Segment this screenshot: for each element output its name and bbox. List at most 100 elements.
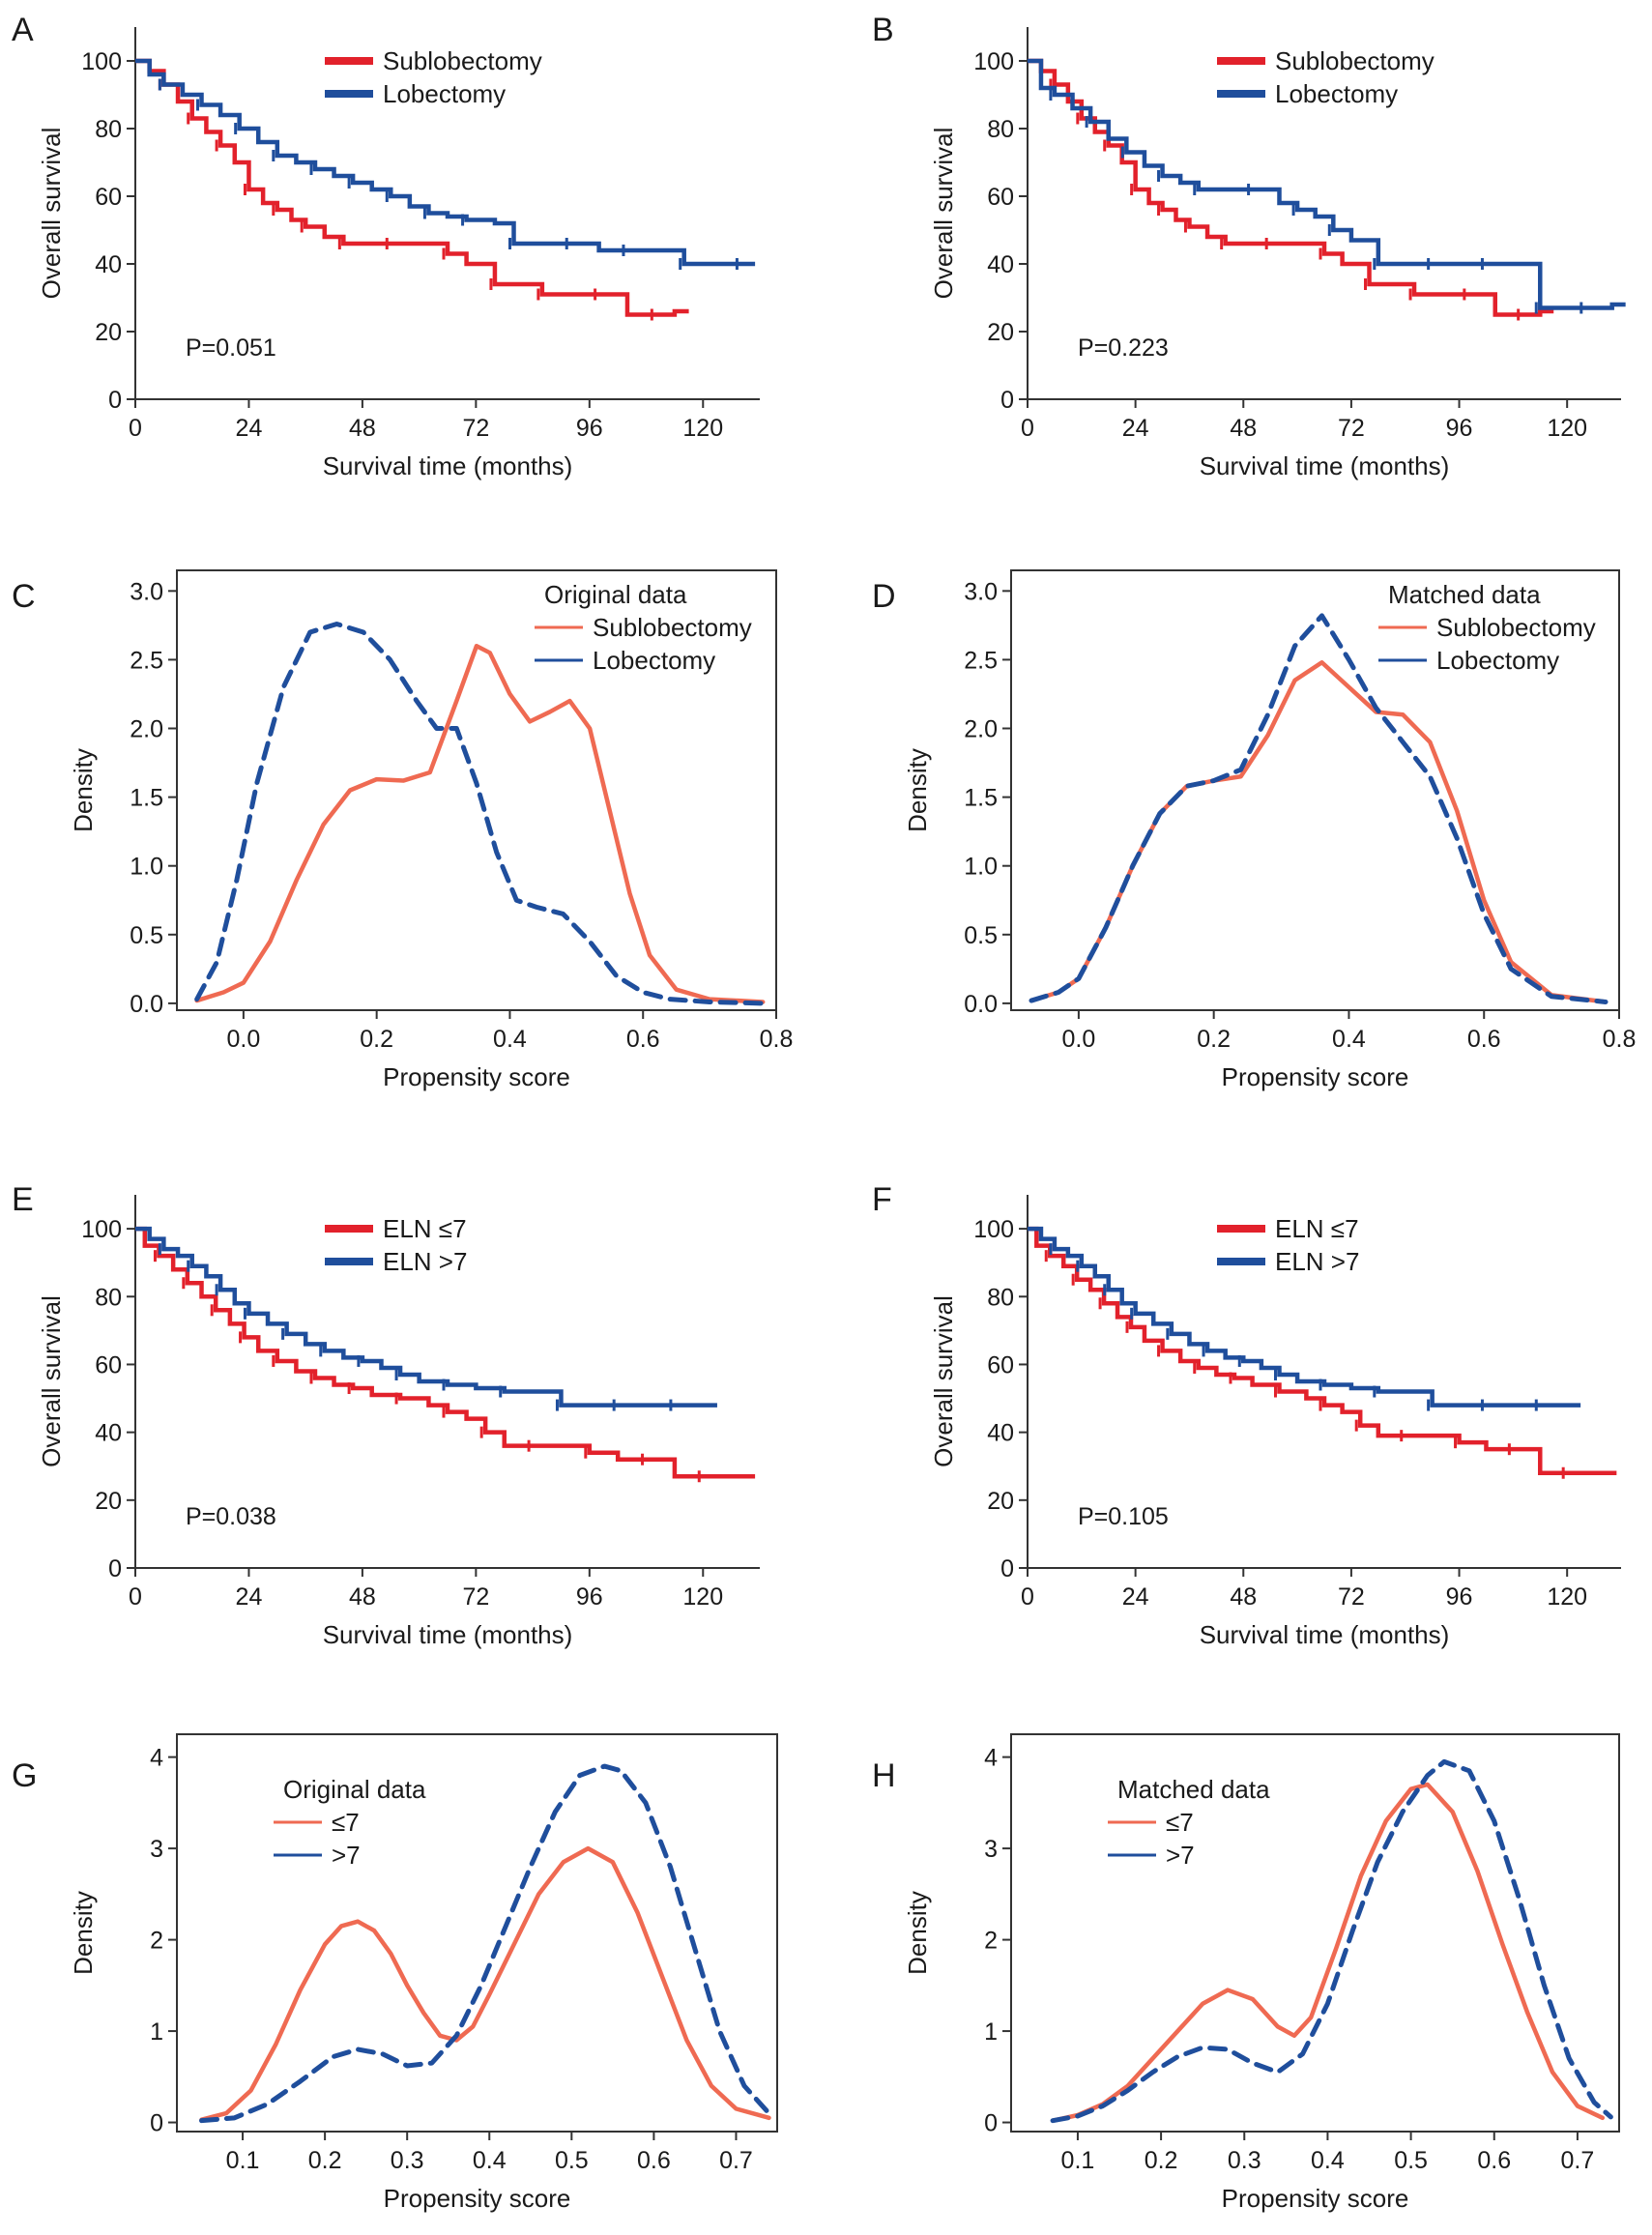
- y-axis-title: Density: [69, 1891, 98, 1975]
- x-tick-label: 0.4: [493, 1026, 527, 1053]
- panel-letter: D: [872, 578, 896, 615]
- x-tick-label: 0.2: [1145, 2147, 1178, 2174]
- x-tick-label: 24: [1122, 1583, 1149, 1611]
- x-tick-label: 0.2: [1197, 1026, 1231, 1053]
- series-line-red: [135, 58, 689, 317]
- panel-letter: G: [12, 1757, 37, 1794]
- x-tick-label: 120: [1547, 415, 1587, 442]
- y-tick-label: 2.0: [130, 716, 163, 743]
- y-tick-label: 0: [984, 2110, 998, 2137]
- legend-label: >7: [1166, 1841, 1195, 1870]
- x-tick-label: 48: [1230, 415, 1257, 442]
- y-tick-label: 40: [95, 251, 122, 278]
- x-tick-label: 0.7: [1561, 2147, 1595, 2174]
- y-axis-title: Density: [69, 748, 98, 832]
- y-axis-title: Overall survival: [37, 128, 66, 300]
- legend-label: ≤7: [1166, 1808, 1194, 1837]
- density-curve-navy: [1050, 1758, 1613, 2124]
- x-tick-label: 0.2: [308, 2147, 342, 2174]
- y-tick-label: 2.0: [964, 716, 998, 743]
- y-axis-title: Overall survival: [37, 1295, 66, 1467]
- y-tick-label: 60: [987, 184, 1014, 211]
- legend-label: ≤7: [332, 1808, 360, 1837]
- x-tick-label: 96: [1446, 415, 1473, 442]
- y-tick-label: 40: [987, 1420, 1014, 1447]
- y-axis-title: Overall survival: [929, 128, 958, 300]
- series-line-blue: [135, 1226, 717, 1408]
- x-tick-label: 96: [576, 1583, 603, 1611]
- y-tick-label: 80: [987, 1284, 1014, 1311]
- x-tick-label: 120: [1547, 1583, 1587, 1611]
- y-tick-label: 4: [150, 1745, 163, 1772]
- x-tick-label: 0.6: [1477, 2147, 1511, 2174]
- x-tick-label: 24: [1122, 415, 1149, 442]
- x-tick-label: 0.1: [226, 2147, 260, 2174]
- legend-label: Lobectomy: [383, 79, 506, 108]
- density-curve-orange: [1029, 660, 1609, 1004]
- y-tick-label: 60: [95, 184, 122, 211]
- legend-title: Matched data: [1388, 580, 1541, 609]
- x-tick-label: 0.6: [1467, 1026, 1501, 1053]
- legend-label: Lobectomy: [593, 646, 715, 675]
- y-tick-label: 0: [1000, 387, 1014, 414]
- legend-label: ELN >7: [1275, 1247, 1359, 1276]
- x-axis-title: Propensity score: [1222, 2184, 1409, 2213]
- x-tick-label: 0.2: [360, 1026, 393, 1053]
- x-tick-label: 0.5: [555, 2147, 589, 2174]
- p-value: P=0.038: [186, 1503, 276, 1530]
- y-tick-label: 4: [984, 1745, 998, 1772]
- x-tick-label: 0: [1021, 415, 1034, 442]
- y-tick-label: 0: [150, 2110, 163, 2137]
- x-axis-title: Propensity score: [383, 1062, 570, 1091]
- y-tick-label: 1.0: [964, 854, 998, 881]
- legend-label: Sublobectomy: [1275, 46, 1435, 75]
- x-tick-label: 24: [236, 1583, 263, 1611]
- x-tick-label: 72: [462, 415, 489, 442]
- p-value: P=0.051: [186, 334, 276, 362]
- y-tick-label: 0.5: [964, 922, 998, 949]
- x-tick-label: 72: [1338, 415, 1365, 442]
- legend-title: Original data: [544, 580, 687, 609]
- x-tick-label: 0.0: [1062, 1026, 1096, 1053]
- p-value: P=0.105: [1078, 1503, 1169, 1530]
- series-line-red: [1028, 1226, 1617, 1475]
- x-tick-label: 0.3: [391, 2147, 424, 2174]
- x-tick-label: 0.3: [1228, 2147, 1261, 2174]
- panel-letter: C: [12, 578, 36, 615]
- y-tick-label: 100: [81, 1216, 122, 1243]
- x-tick-label: 0.6: [626, 1026, 660, 1053]
- panel-e: E 0 24 48 72 96 120 0 20 40 60 80 100 Survival time (…: [12, 1181, 760, 1649]
- density-curve-orange: [1050, 1782, 1606, 2123]
- x-tick-label: 0.0: [227, 1026, 261, 1053]
- x-tick-label: 120: [682, 415, 723, 442]
- y-tick-label: 0.0: [130, 991, 163, 1018]
- panel-letter: A: [12, 12, 34, 48]
- y-tick-label: 100: [81, 48, 122, 75]
- legend-label: ELN ≤7: [383, 1214, 467, 1243]
- legend-label: >7: [332, 1841, 361, 1870]
- series-line-blue: [1028, 1226, 1581, 1408]
- x-tick-label: 48: [349, 415, 376, 442]
- x-tick-label: 0.8: [760, 1026, 794, 1053]
- x-tick-label: 48: [349, 1583, 376, 1611]
- y-tick-label: 1.5: [964, 785, 998, 812]
- x-tick-label: 0.7: [719, 2147, 753, 2174]
- y-tick-label: 3: [150, 1836, 163, 1863]
- y-tick-label: 100: [973, 48, 1014, 75]
- x-axis-title: Survival time (months): [1200, 451, 1450, 480]
- axis-frame: [176, 1733, 778, 2133]
- panel-letter: H: [872, 1757, 896, 1794]
- x-axis-title: Survival time (months): [323, 1620, 573, 1649]
- x-tick-label: 24: [236, 415, 263, 442]
- x-tick-label: 0: [129, 415, 142, 442]
- panel-d: D 0.0 0.2 0.4 0.6 0.8 0.0 0.5 1.0 1.5 2.0 2.5 3.0 Pro…: [872, 569, 1636, 1091]
- legend-label: Sublobectomy: [383, 46, 542, 75]
- y-tick-label: 2.5: [964, 647, 998, 674]
- y-tick-label: 3.0: [130, 578, 163, 605]
- y-tick-label: 20: [95, 319, 122, 346]
- x-tick-label: 0.4: [1311, 2147, 1345, 2174]
- y-tick-label: 20: [987, 319, 1014, 346]
- x-tick-label: 0.6: [637, 2147, 671, 2174]
- y-tick-label: 0: [108, 1555, 122, 1582]
- y-tick-label: 60: [987, 1351, 1014, 1379]
